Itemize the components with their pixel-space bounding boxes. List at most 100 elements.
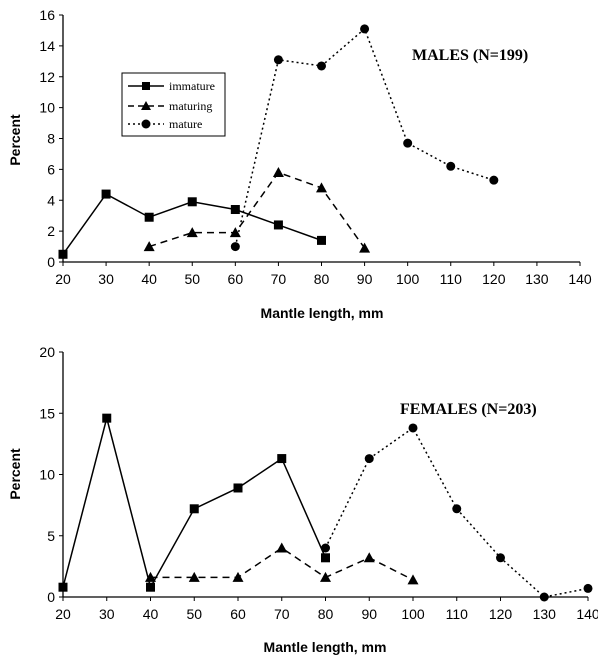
y-tick-label: 8 <box>47 131 55 147</box>
data-point-square <box>273 220 283 230</box>
x-tick-label: 40 <box>141 271 157 287</box>
data-point-circle <box>360 24 370 34</box>
y-tick-label: 6 <box>47 161 55 177</box>
legend-label-mature: mature <box>169 117 202 131</box>
data-point-square <box>230 205 240 215</box>
data-point-circle <box>403 138 413 148</box>
y-tick-label: 16 <box>39 7 55 23</box>
axis-ticks: 0 2 4 6 8 10 12 14 16 20 30 40 50 60 70 80 90 100 110 120 13… <box>39 7 591 287</box>
data-point-square <box>189 504 199 514</box>
data-point-square <box>144 212 154 222</box>
x-tick-label: 100 <box>396 271 420 287</box>
x-tick-label: 70 <box>271 271 287 287</box>
data-point-square <box>58 582 68 592</box>
legend: immature maturing mature <box>121 72 226 137</box>
data-point-circle <box>321 543 330 553</box>
y-tick-label: 4 <box>47 192 55 208</box>
data-point-square <box>58 249 68 259</box>
legend-box <box>121 72 226 137</box>
series-square <box>58 189 326 259</box>
y-tick-label: 0 <box>47 254 55 270</box>
x-tick-label: 30 <box>99 606 115 622</box>
data-point-triangle <box>363 552 375 563</box>
x-tick-label: 80 <box>318 606 334 622</box>
series-circle <box>321 423 593 602</box>
x-tick-label: 140 <box>576 606 598 622</box>
data-point-square <box>233 483 243 493</box>
y-tick-label: 10 <box>39 100 55 116</box>
x-tick-label: 110 <box>446 606 469 622</box>
x-tick-label: 50 <box>186 606 202 622</box>
x-tick-label: 120 <box>482 271 506 287</box>
y-tick-label: 2 <box>47 223 55 239</box>
series-line-square <box>62 415 327 590</box>
data-point-triangle <box>229 227 241 238</box>
x-tick-label: 20 <box>55 271 71 287</box>
data-point-triangle <box>272 166 284 177</box>
data-point-square <box>101 189 111 199</box>
data-point-square <box>146 582 155 592</box>
data-point-circle <box>273 55 283 65</box>
data-point-circle <box>489 175 499 185</box>
data-point-circle <box>452 504 462 514</box>
y-tick-label: 0 <box>47 589 55 605</box>
data-point-circle <box>539 592 549 602</box>
data-point-circle <box>408 423 418 433</box>
x-axis-title: Mantle length, mm <box>261 305 384 321</box>
x-tick-label: 140 <box>568 271 592 287</box>
x-axis-title: Mantle length, mm <box>264 639 387 655</box>
data-point-square <box>317 235 326 245</box>
series-triangle <box>145 542 419 585</box>
data-point-square <box>321 553 330 563</box>
x-tick-label: 80 <box>314 271 330 287</box>
data-point-square <box>102 413 112 423</box>
data-point-circle <box>317 61 326 71</box>
x-tick-label: 50 <box>184 271 200 287</box>
y-tick-label: 20 <box>39 344 55 360</box>
x-tick-label: 130 <box>525 271 549 287</box>
data-point-circle <box>364 454 374 464</box>
data-point-triangle <box>143 241 155 252</box>
series-triangle <box>143 166 371 253</box>
chart-title: FEMALES (N=203) <box>400 401 537 418</box>
axis-ticks: 0 5 10 15 20 20 30 40 50 60 70 80 90 100 110 120 130 140 <box>39 344 598 622</box>
y-axis-title: Percent <box>7 448 23 500</box>
data-point-triangle <box>407 574 419 585</box>
x-tick-label: 90 <box>357 271 373 287</box>
x-tick-label: 100 <box>401 606 425 622</box>
x-tick-label: 20 <box>55 606 71 622</box>
series-line-triangle <box>148 171 366 249</box>
series-layer <box>58 24 499 259</box>
data-point-triangle <box>276 542 288 553</box>
x-tick-label: 130 <box>533 606 557 622</box>
data-point-circle <box>230 242 240 252</box>
x-tick-label: 90 <box>361 606 377 622</box>
legend-marker-square <box>142 82 150 90</box>
legend-label-immature: immature <box>169 79 215 93</box>
x-tick-label: 110 <box>440 271 463 287</box>
y-tick-label: 12 <box>39 69 55 85</box>
x-tick-label: 40 <box>143 606 159 622</box>
legend-marker-triangle <box>141 101 151 110</box>
data-point-triangle <box>359 242 371 253</box>
series-line-triangle <box>150 547 414 581</box>
series-layer <box>58 413 593 602</box>
data-point-circle <box>446 161 456 171</box>
data-point-triangle <box>320 571 331 582</box>
y-tick-label: 5 <box>47 528 55 544</box>
data-point-square <box>187 197 197 207</box>
data-point-triangle <box>186 227 198 238</box>
x-tick-label: 60 <box>228 271 244 287</box>
y-tick-label: 14 <box>39 38 55 54</box>
data-point-triangle <box>316 182 327 193</box>
data-point-square <box>277 454 287 464</box>
series-circle <box>230 24 499 252</box>
data-point-triangle <box>145 571 156 582</box>
x-tick-label: 30 <box>98 271 114 287</box>
data-point-triangle <box>188 571 200 582</box>
data-point-triangle <box>232 571 244 582</box>
x-tick-label: 60 <box>230 606 246 622</box>
x-tick-label: 120 <box>489 606 513 622</box>
